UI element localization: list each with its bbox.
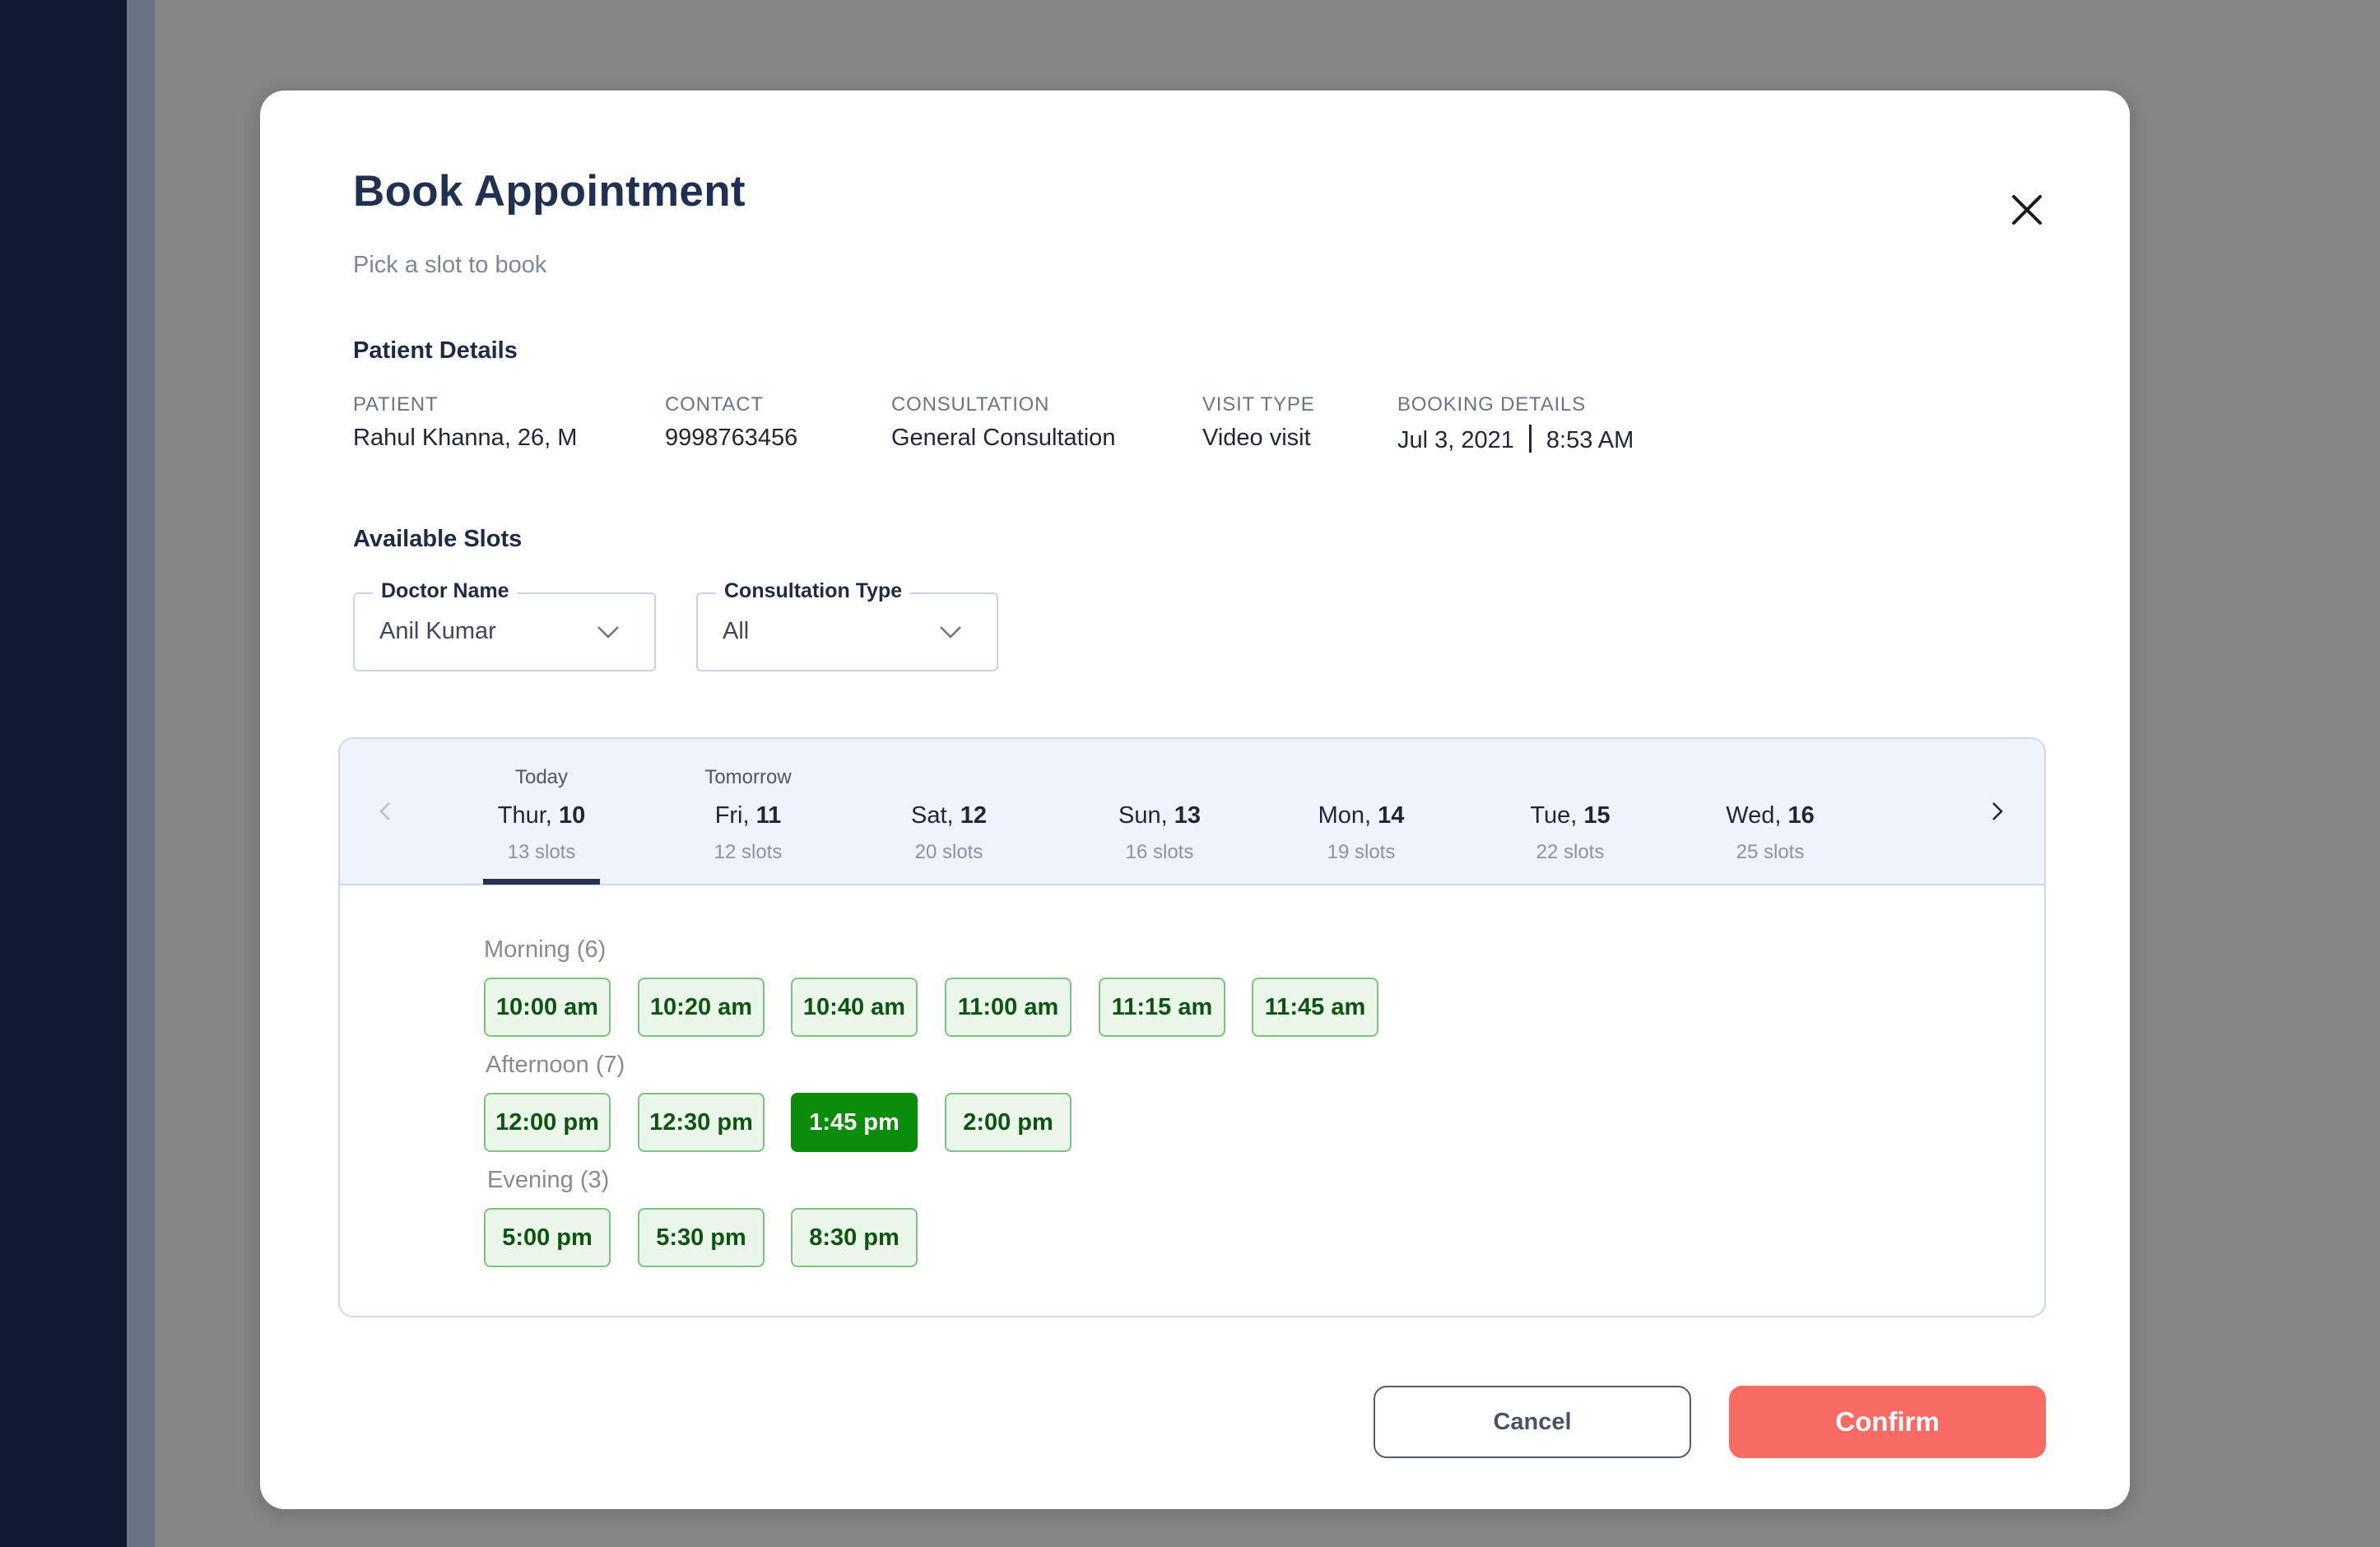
date-tab-selected[interactable]: Today Thur, 10 13 slots [467, 739, 616, 885]
date-relative-label: Today [514, 766, 569, 788]
consultation-type-select[interactable]: Consultation Type All [696, 579, 998, 671]
detail-consultation: CONSULTATION General Consultation [891, 393, 1115, 452]
sidebar-collapse-strip [127, 0, 155, 1547]
time-slot-selected[interactable]: 1:45 pm [791, 1093, 918, 1152]
date-label: Fri, 11 [674, 802, 822, 829]
date-number: 13 [1174, 802, 1201, 829]
detail-label: CONTACT [665, 393, 764, 416]
date-slot-count: 19 slots [1327, 841, 1396, 863]
separator [1528, 425, 1532, 453]
chevron-right-icon[interactable] [1985, 800, 2008, 823]
date-weekday: Thur, [497, 802, 552, 829]
date-weekday: Mon, [1318, 802, 1372, 829]
time-slot[interactable]: 5:30 pm [638, 1208, 765, 1267]
detail-value: Video visit [1202, 425, 1311, 451]
time-slot[interactable]: 10:40 am [791, 978, 918, 1037]
patient-details-heading: Patient Details [353, 337, 518, 364]
date-number: 15 [1583, 802, 1611, 829]
modal-title: Book Appointment [353, 167, 746, 216]
selected-date-indicator [483, 879, 600, 885]
date-label: Wed, 16 [1696, 802, 1844, 829]
consultation-type-label: Consultation Type [716, 579, 911, 603]
doctor-name-value: Anil Kumar [379, 618, 496, 644]
modal-subtitle: Pick a slot to book [353, 252, 547, 278]
detail-booking: BOOKING DETAILS Jul 3, 2021 8:53 AM [1397, 393, 1634, 454]
date-number: 10 [558, 802, 586, 829]
morning-group-label: Morning (6) [484, 936, 607, 963]
slots-panel: Today Thur, 10 13 slots Tomorrow Fri, 11… [338, 737, 2046, 1317]
evening-group-label: Evening (3) [487, 1167, 610, 1193]
date-weekday: Sun, [1118, 802, 1168, 829]
time-slot[interactable]: 10:00 am [484, 978, 611, 1037]
cancel-button[interactable]: Cancel [1374, 1386, 1691, 1458]
available-slots-heading: Available Slots [353, 526, 523, 552]
date-label: Sat, 12 [875, 802, 1023, 829]
time-slot[interactable]: 10:20 am [638, 978, 765, 1037]
date-number: 14 [1378, 802, 1405, 829]
date-selector: Today Thur, 10 13 slots Tomorrow Fri, 11… [340, 739, 2044, 885]
detail-contact: CONTACT 9998763456 [665, 393, 797, 452]
time-slot[interactable]: 2:00 pm [945, 1093, 1071, 1152]
date-tab[interactable]: Wed, 16 25 slots [1696, 739, 1844, 885]
date-tab[interactable]: Mon, 14 19 slots [1287, 739, 1435, 885]
date-weekday: Sat, [911, 802, 954, 829]
doctor-name-select[interactable]: Doctor Name Anil Kumar [353, 579, 656, 671]
afternoon-group-label: Afternoon (7) [486, 1052, 625, 1078]
date-weekday: Wed, [1726, 802, 1782, 829]
date-tab[interactable]: Tue, 15 22 slots [1496, 739, 1644, 885]
date-slot-count: 22 slots [1536, 841, 1605, 863]
time-slot[interactable]: 11:15 am [1099, 978, 1225, 1037]
date-tab[interactable]: Tomorrow Fri, 11 12 slots [674, 739, 822, 885]
date-number: 11 [755, 802, 782, 829]
booking-time: 8:53 AM [1546, 427, 1634, 453]
time-slot[interactable]: 11:00 am [945, 978, 1071, 1037]
date-weekday: Tue, [1530, 802, 1578, 829]
booking-date: Jul 3, 2021 [1397, 427, 1514, 453]
time-slot[interactable]: 12:00 pm [484, 1093, 611, 1152]
confirm-button[interactable]: Confirm [1729, 1386, 2046, 1458]
book-appointment-modal: Book Appointment Pick a slot to book Pat… [260, 91, 2130, 1509]
detail-label: VISIT TYPE [1202, 393, 1315, 416]
detail-visit-type: VISIT TYPE Video visit [1202, 393, 1315, 452]
date-relative-label: Tomorrow [704, 766, 792, 788]
detail-value: Rahul Khanna, 26, M [353, 425, 578, 451]
detail-label: BOOKING DETAILS [1397, 393, 1586, 416]
date-slot-count: 20 slots [914, 841, 983, 863]
doctor-name-label: Doctor Name [373, 579, 518, 603]
time-slot[interactable]: 11:45 am [1252, 978, 1378, 1037]
date-label: Mon, 14 [1287, 802, 1435, 829]
chevron-down-icon [940, 626, 961, 639]
date-label: Sun, 13 [1085, 802, 1234, 829]
app-sidebar [0, 0, 127, 1547]
date-tab[interactable]: Sat, 12 20 slots [875, 739, 1023, 885]
detail-value: General Consultation [891, 425, 1116, 451]
detail-patient: PATIENT Rahul Khanna, 26, M [353, 393, 577, 452]
date-weekday: Fri, [714, 802, 750, 829]
date-slot-count: 16 slots [1125, 841, 1194, 863]
time-slot[interactable]: 8:30 pm [791, 1208, 918, 1267]
close-icon [2012, 195, 2042, 225]
detail-label: PATIENT [353, 393, 439, 416]
time-slot[interactable]: 5:00 pm [484, 1208, 611, 1267]
consultation-type-value: All [723, 618, 750, 644]
date-label: Thur, 10 [467, 802, 616, 829]
date-slot-count: 12 slots [714, 841, 783, 863]
time-slot[interactable]: 12:30 pm [638, 1093, 765, 1152]
date-slot-count: 25 slots [1736, 841, 1805, 863]
date-number: 12 [960, 802, 987, 829]
chevron-down-icon [597, 626, 619, 639]
date-label: Tue, 15 [1496, 802, 1644, 829]
date-number: 16 [1787, 802, 1815, 829]
date-slot-count: 13 slots [507, 841, 576, 863]
chevron-left-icon[interactable] [374, 800, 397, 823]
booking-datetime: Jul 3, 2021 8:53 AM [1397, 425, 1634, 454]
close-button[interactable] [2002, 185, 2052, 235]
detail-value: 9998763456 [665, 425, 798, 451]
date-tab[interactable]: Sun, 13 16 slots [1085, 739, 1234, 885]
detail-label: CONSULTATION [891, 393, 1050, 416]
